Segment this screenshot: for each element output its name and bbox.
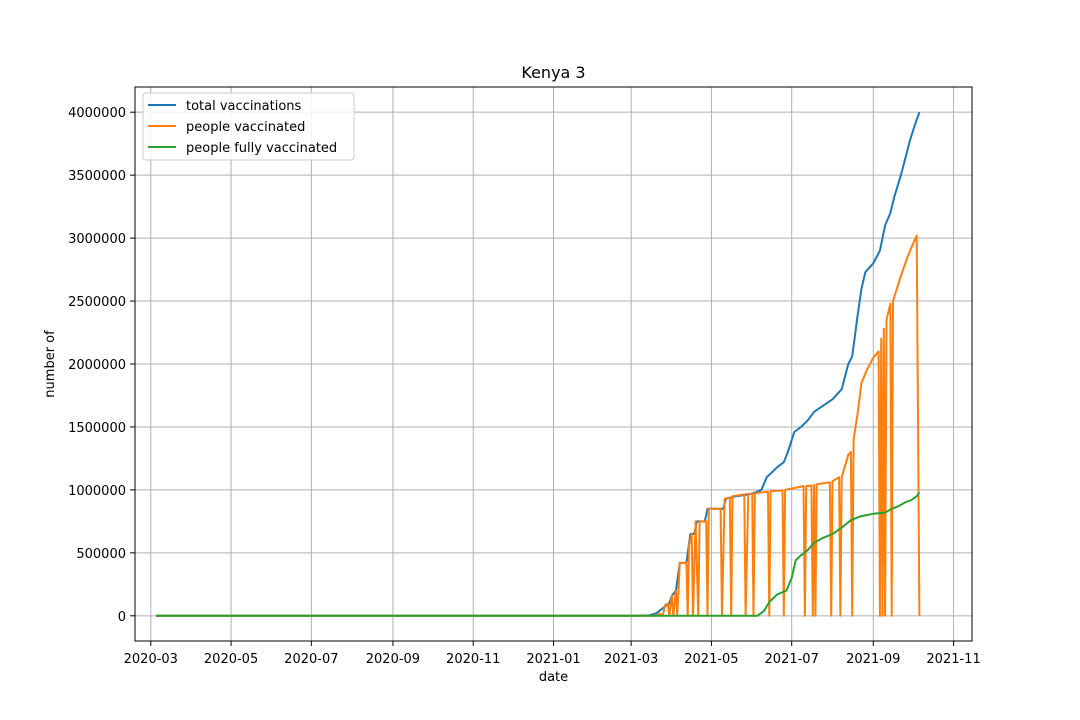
y-tick-label: 0 <box>118 610 126 625</box>
y-axis-ticks: 0 500000 1000000 1500000 2000000 2500000 30000… <box>68 106 135 625</box>
x-tick-label: 2021-11 <box>926 652 980 667</box>
y-tick-label: 3500000 <box>68 169 126 184</box>
y-tick-label: 1000000 <box>68 484 126 499</box>
legend-label: people fully vaccinated <box>186 141 337 156</box>
legend: total vaccinations people vaccinated peopl… <box>142 92 355 161</box>
x-tick-label: 2020-09 <box>366 652 420 667</box>
legend-box <box>142 92 355 161</box>
x-axis-ticks: 2020-03 2020-05 2020-07 2020-09 2020-11 2021-… <box>124 641 981 667</box>
chart-title: Kenya 3 <box>521 63 585 82</box>
x-tick-label: 2021-03 <box>604 652 658 667</box>
series-line-people-fully-vaccinated <box>156 491 921 617</box>
y-tick-label: 2500000 <box>68 295 126 310</box>
series-line-total-vaccinations <box>156 111 921 617</box>
y-tick-label: 500000 <box>76 547 126 562</box>
x-tick-label: 2020-11 <box>446 652 500 667</box>
x-tick-label: 2020-07 <box>284 652 338 667</box>
legend-label: people vaccinated <box>186 120 305 135</box>
x-tick-label: 2020-05 <box>204 652 258 667</box>
series-lines <box>156 111 921 617</box>
x-tick-label: 2021-01 <box>526 652 580 667</box>
legend-label: total vaccinations <box>186 99 302 114</box>
x-axis-label: date <box>539 670 568 685</box>
series-line-people-vaccinated <box>156 234 921 617</box>
x-tick-label: 2020-03 <box>124 652 178 667</box>
grid <box>135 87 972 641</box>
y-tick-label: 3000000 <box>68 232 126 247</box>
y-tick-label: 4000000 <box>68 106 126 121</box>
x-tick-label: 2021-07 <box>765 652 819 667</box>
x-tick-label: 2021-09 <box>846 652 900 667</box>
y-tick-label: 1500000 <box>68 421 126 436</box>
x-tick-label: 2021-05 <box>684 652 738 667</box>
y-tick-label: 2000000 <box>68 358 126 373</box>
y-axis-label: number of <box>43 330 58 398</box>
